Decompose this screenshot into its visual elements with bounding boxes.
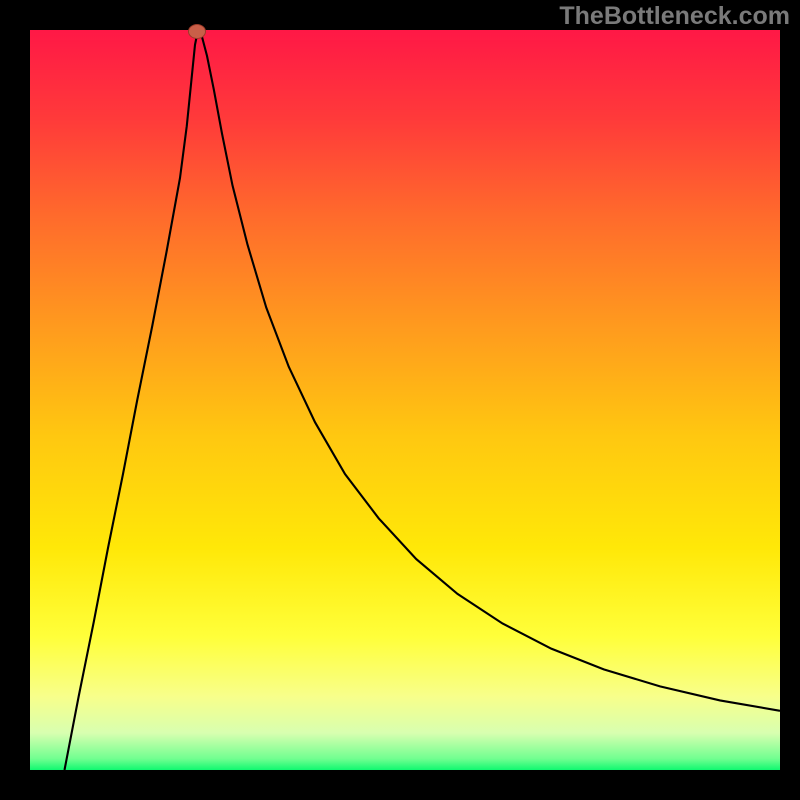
plot-area <box>30 30 780 770</box>
optimal-point-marker <box>188 24 206 39</box>
bottleneck-chart: TheBottleneck.com <box>0 0 800 800</box>
watermark-text: TheBottleneck.com <box>559 2 790 31</box>
